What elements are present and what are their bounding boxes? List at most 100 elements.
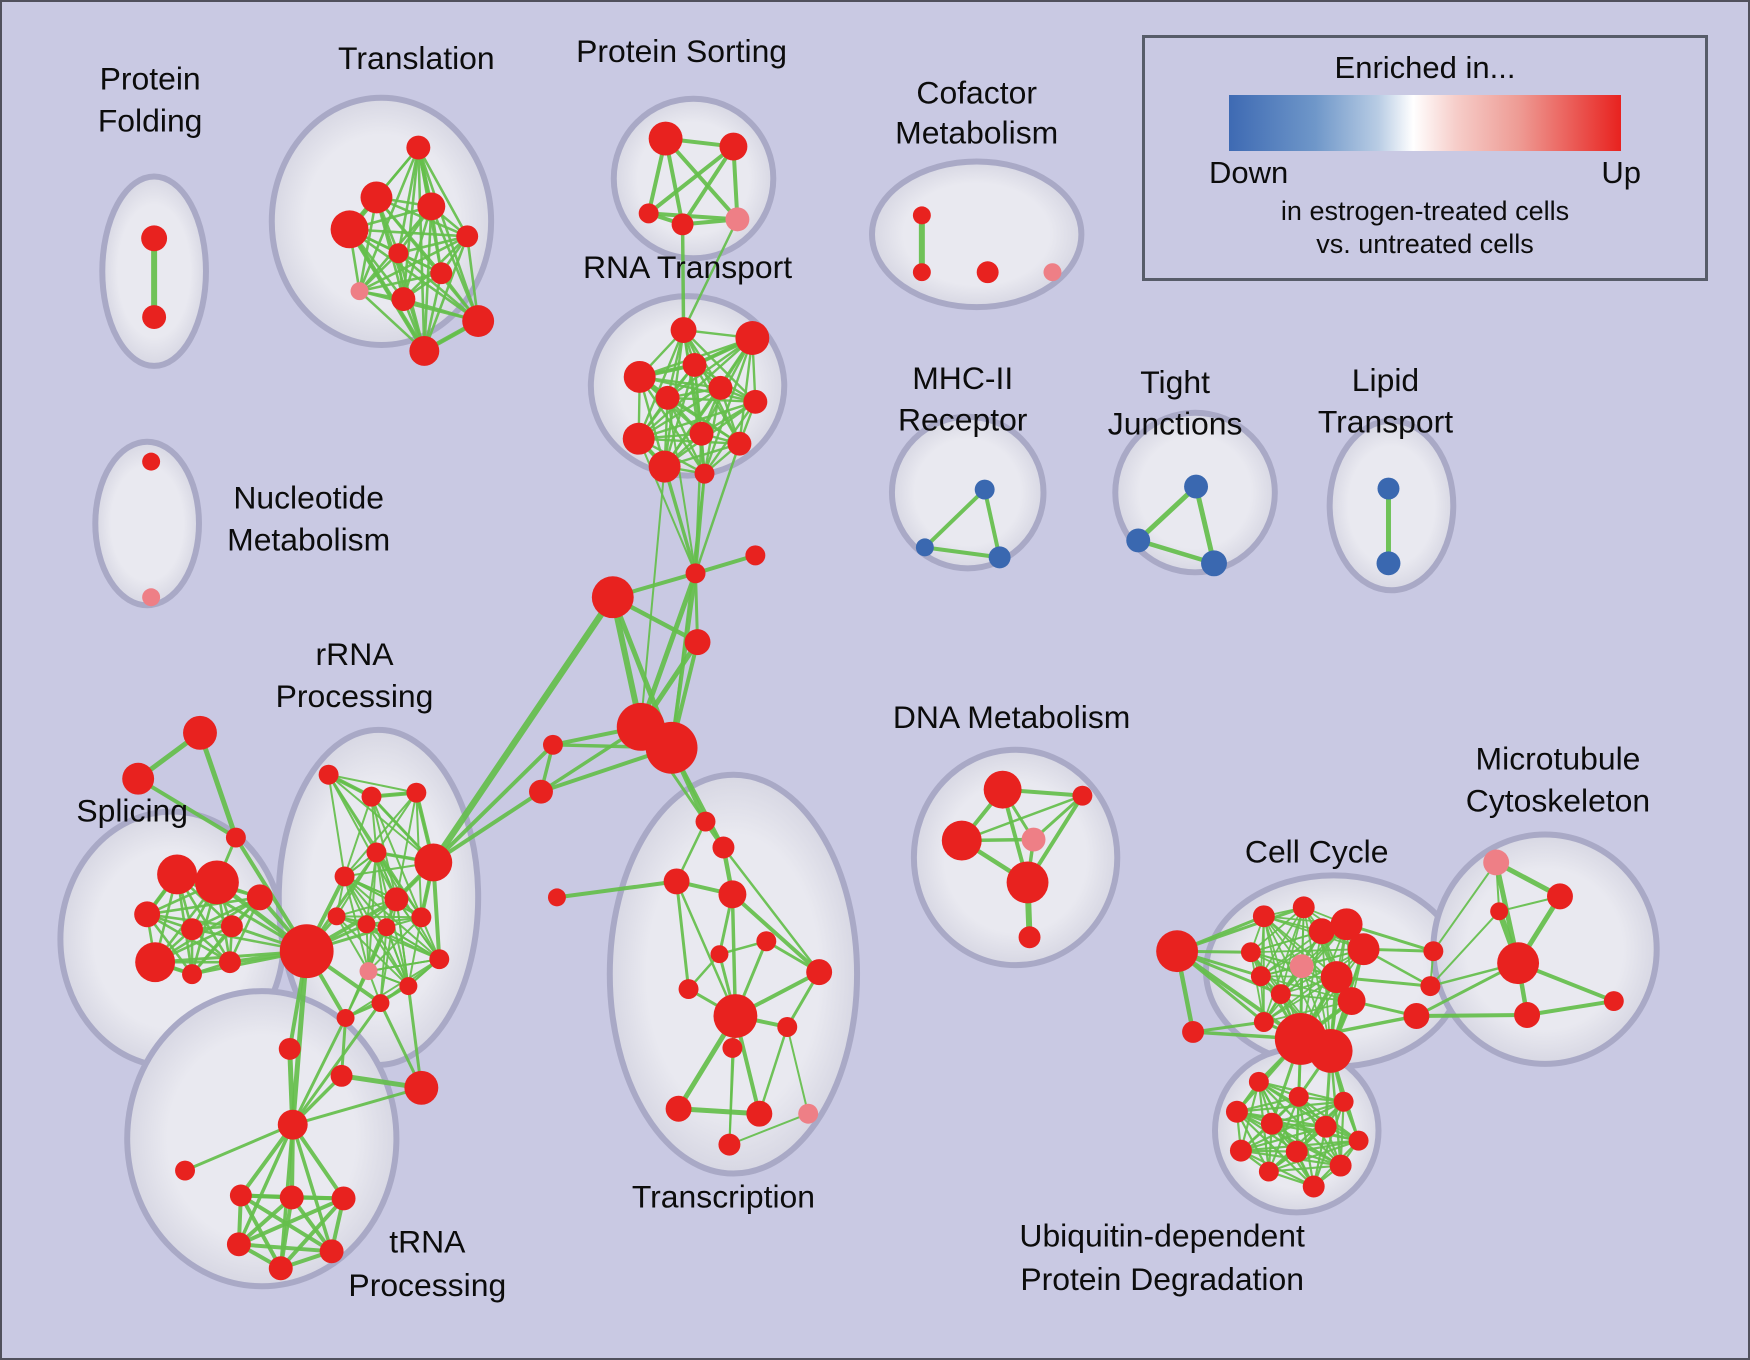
- network-node: [1225, 1100, 1248, 1123]
- network-edge: [397, 235, 469, 255]
- network-node: [685, 563, 706, 584]
- network-edge: [786, 1025, 810, 1115]
- network-edge: [758, 1025, 789, 1115]
- network-edge: [431, 789, 543, 865]
- network-node: [1603, 991, 1624, 1012]
- network-edge: [722, 846, 821, 974]
- cluster-ellipse-microtubule-cytoskeleton: [1430, 831, 1660, 1067]
- network-node: [1490, 902, 1509, 921]
- network-node: [411, 907, 432, 928]
- network-node: [1229, 1139, 1252, 1162]
- network-node: [1182, 1020, 1205, 1043]
- network-node: [1270, 984, 1291, 1005]
- network-node: [756, 931, 777, 952]
- network-edge: [347, 227, 427, 354]
- network-edge: [197, 730, 239, 841]
- network-node: [1156, 930, 1199, 973]
- network-node: [279, 924, 334, 979]
- network-node: [462, 305, 495, 338]
- network-edge: [637, 400, 757, 440]
- network-node: [1337, 987, 1366, 1016]
- network-edge: [637, 328, 685, 440]
- network-edge: [1249, 906, 1305, 954]
- network-edge: [375, 851, 388, 929]
- network-edge: [385, 926, 441, 961]
- network-edge: [343, 875, 423, 919]
- network-node: [430, 262, 453, 285]
- network-edge: [728, 1046, 734, 1146]
- network-edge: [290, 948, 310, 1128]
- network-edge: [397, 146, 420, 255]
- network-edge: [183, 1123, 295, 1173]
- network-node: [229, 1184, 252, 1207]
- network-node: [391, 287, 416, 312]
- network-edge: [395, 898, 410, 988]
- network-edge: [662, 464, 698, 576]
- cluster-label-translation: Translation: [338, 40, 495, 76]
- network-node: [371, 994, 390, 1013]
- network-node: [745, 545, 766, 566]
- network-node: [915, 538, 934, 557]
- network-node: [542, 734, 563, 755]
- network-node: [638, 203, 659, 224]
- network-edge: [379, 898, 398, 1005]
- network-node: [268, 1256, 293, 1281]
- network-node: [1240, 942, 1261, 963]
- network-edge: [358, 235, 469, 293]
- network-node: [414, 843, 453, 882]
- network-edge: [638, 375, 757, 404]
- network-node: [678, 979, 699, 1000]
- network-node: [142, 588, 161, 607]
- network-edge: [379, 926, 388, 1005]
- network-edge: [348, 228, 480, 323]
- network-edge: [406, 984, 423, 1090]
- network-node: [743, 389, 768, 414]
- network-edge: [1235, 1110, 1315, 1188]
- network-edge: [1235, 1110, 1342, 1167]
- network-node: [529, 779, 553, 804]
- network-edge: [1249, 948, 1365, 954]
- network-edge: [1262, 1000, 1353, 1023]
- network-edge: [666, 336, 754, 400]
- network-edge: [1175, 905, 1306, 953]
- network-node: [1248, 1071, 1269, 1092]
- network-edge: [291, 1001, 382, 1127]
- network-node: [682, 352, 707, 377]
- network-edge: [343, 795, 373, 878]
- network-node: [183, 715, 217, 750]
- network-node: [1072, 785, 1093, 806]
- network-node: [623, 360, 656, 393]
- network-node: [694, 463, 715, 484]
- network-edge: [675, 880, 737, 1018]
- cluster-label-dna-metabolism: DNA Metabolism: [893, 699, 1130, 735]
- network-node: [1330, 908, 1363, 941]
- network-edge: [343, 875, 388, 929]
- legend-subtitle-line1: in estrogen-treated cells: [1280, 196, 1570, 226]
- network-edge: [375, 851, 441, 961]
- network-node: [406, 782, 427, 803]
- network-node: [663, 868, 690, 895]
- network-node: [912, 263, 931, 282]
- network-edge: [236, 1196, 346, 1247]
- legend-up-label: Up: [1601, 155, 1641, 190]
- network-node: [157, 854, 197, 895]
- network-node: [547, 888, 566, 907]
- network-node: [359, 962, 378, 981]
- network-edge: [430, 594, 617, 866]
- network-node: [331, 1186, 356, 1211]
- network-node: [327, 907, 346, 926]
- network-edge: [1239, 1125, 1327, 1152]
- network-edge: [738, 336, 754, 445]
- network-node: [1288, 1086, 1309, 1107]
- network-node: [1514, 1002, 1541, 1028]
- network-edge: [402, 205, 433, 301]
- network-edge: [358, 271, 443, 293]
- network-edge: [335, 915, 423, 919]
- network-node: [218, 951, 241, 974]
- legend-down-label: Down: [1209, 155, 1289, 190]
- network-node: [718, 1133, 741, 1156]
- network-node: [976, 261, 999, 284]
- network-node: [722, 1037, 743, 1058]
- network-node: [1126, 528, 1151, 553]
- network-node: [1018, 926, 1041, 949]
